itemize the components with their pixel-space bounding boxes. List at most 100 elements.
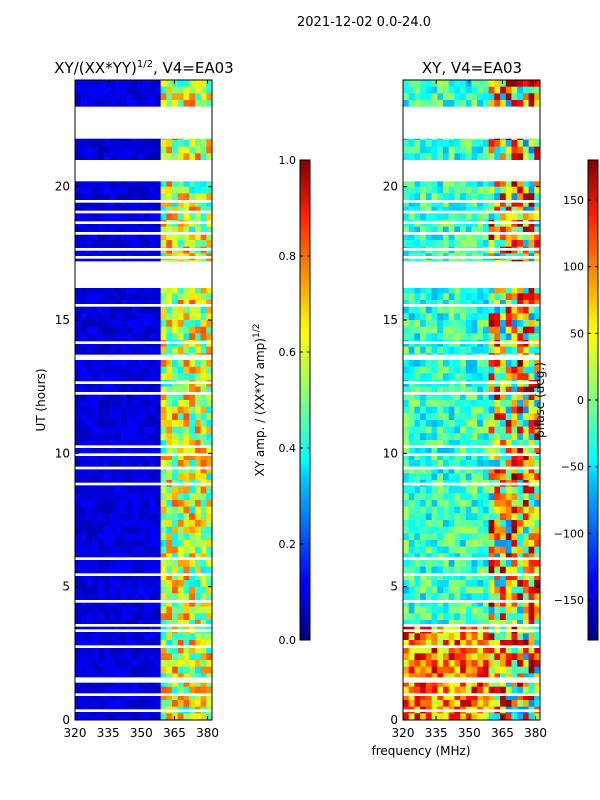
phase-heatmap-cell (522, 700, 529, 708)
amplitude-heatmap-cell (109, 200, 116, 208)
phase-heatmap-cell (528, 93, 535, 101)
amplitude-heatmap-cell (189, 466, 196, 474)
phase-heatmap-cell (414, 573, 421, 581)
phase-heatmap-cell (437, 560, 444, 568)
amplitude-heatmap-cell (126, 520, 133, 528)
amplitude-heatmap-cell (132, 546, 139, 554)
amplitude-gap-band (75, 232, 212, 235)
amplitude-heatmap-cell (97, 586, 104, 594)
phase-heatmap-cell (488, 686, 495, 694)
phase-heatmap-cell (471, 346, 478, 354)
phase-heatmap-cell (522, 306, 529, 314)
phase-heatmap-cell (454, 473, 461, 481)
amplitude-heatmap-cell (160, 500, 167, 508)
phase-heatmap-cell (471, 600, 478, 608)
amplitude-heatmap-cell (149, 440, 156, 448)
phase-heatmap-cell (482, 713, 490, 720)
amplitude-heatmap-cell (206, 660, 212, 668)
phase-heatmap-cell (534, 80, 540, 88)
phase-heatmap-cell (488, 373, 495, 381)
amplitude-heatmap-cell (206, 240, 212, 248)
amplitude-gap-band (75, 445, 212, 448)
amplitude-heatmap-cell (92, 200, 99, 208)
amplitude-heatmap-cell (103, 153, 110, 161)
amplitude-heatmap-cell (92, 553, 99, 561)
phase-colorbar-tick-label: −50 (561, 461, 584, 474)
amplitude-heatmap-cell (200, 333, 207, 341)
phase-heatmap-cell (442, 486, 450, 494)
phase-heatmap-cell (414, 400, 421, 408)
amplitude-heatmap-cell (92, 673, 99, 681)
amplitude-heatmap-cell (194, 513, 201, 521)
phase-heatmap-cell (482, 640, 490, 648)
amplitude-heatmap-cell (80, 226, 87, 234)
amplitude-heatmap-cell (143, 500, 150, 508)
phase-heatmap-cell (522, 293, 529, 301)
phase-heatmap-cell (431, 386, 438, 394)
phase-heatmap-cell (528, 533, 535, 541)
amplitude-heatmap-cell (114, 460, 122, 468)
phase-heatmap-cell (511, 420, 518, 428)
amplitude-colorbar-tick-label: 1.0 (279, 154, 297, 167)
phase-heatmap-cell (471, 366, 478, 374)
phase-heatmap-cell (528, 573, 535, 581)
phase-heatmap-cell (505, 400, 512, 408)
phase-heatmap-cell (465, 633, 472, 641)
amplitude-heatmap-cell (109, 426, 116, 434)
phase-heatmap-cell (494, 486, 501, 494)
amplitude-heatmap-cell (143, 320, 150, 328)
amplitude-heatmap-cell (160, 406, 167, 414)
phase-heatmap-cell (460, 466, 467, 474)
amplitude-heatmap-cell (183, 600, 190, 608)
phase-heatmap-cell (431, 660, 438, 668)
amplitude-heatmap-cell (149, 586, 156, 594)
phase-heatmap-cell (528, 506, 535, 514)
phase-heatmap-cell (442, 226, 450, 234)
phase-heatmap-cell (408, 700, 415, 708)
amplitude-heatmap-cell (206, 193, 212, 201)
amplitude-heatmap-cell (194, 466, 201, 474)
amplitude-heatmap-cell (114, 406, 122, 414)
amplitude-heatmap-cell (149, 313, 156, 321)
phase-heatmap-cell (454, 653, 461, 661)
phase-heatmap-cell (437, 286, 444, 294)
phase-heatmap-cell (460, 306, 467, 314)
amplitude-xtick-label: 335 (97, 726, 120, 740)
phase-heatmap-cell (408, 473, 415, 481)
amplitude-heatmap-cell (206, 493, 212, 501)
phase-heatmap-cell (511, 406, 518, 414)
amplitude-heatmap-cell (183, 633, 190, 641)
phase-heatmap-cell (403, 613, 410, 621)
amplitude-heatmap-cell (137, 326, 144, 334)
amplitude-heatmap-cell (126, 186, 133, 194)
amplitude-heatmap-cell (200, 700, 207, 708)
amplitude-heatmap-cell (154, 640, 162, 648)
amplitude-heatmap-cell (75, 286, 82, 294)
amplitude-heatmap-cell (137, 606, 144, 614)
phase-heatmap-cell (414, 493, 421, 501)
amplitude-heatmap-cell (160, 413, 167, 421)
phase-heatmap-cell (465, 313, 472, 321)
phase-heatmap-cell (442, 393, 450, 401)
amplitude-heatmap-cell (92, 180, 99, 188)
phase-heatmap-cell (488, 420, 495, 428)
amplitude-heatmap-cell (86, 200, 93, 208)
amplitude-heatmap-cell (132, 326, 139, 334)
amplitude-heatmap-cell (80, 546, 87, 554)
phase-heatmap-cell (471, 153, 478, 161)
phase-heatmap-cell (425, 440, 432, 448)
amplitude-heatmap-cell (80, 233, 87, 241)
amplitude-heatmap-cell (86, 506, 93, 514)
phase-heatmap-cell (414, 553, 421, 561)
phase-heatmap-cell (482, 606, 490, 614)
amplitude-heatmap-cell (160, 393, 167, 401)
amplitude-heatmap-cell (172, 306, 179, 314)
phase-heatmap-cell (482, 453, 490, 461)
amplitude-heatmap-cell (206, 226, 212, 234)
phase-heatmap-cell (442, 686, 450, 694)
amplitude-heatmap-cell (86, 240, 93, 248)
phase-heatmap-cell (420, 653, 427, 661)
amplitude-heatmap-cell (189, 580, 196, 588)
amplitude-heatmap-cell (103, 346, 110, 354)
phase-heatmap-cell (528, 620, 535, 628)
